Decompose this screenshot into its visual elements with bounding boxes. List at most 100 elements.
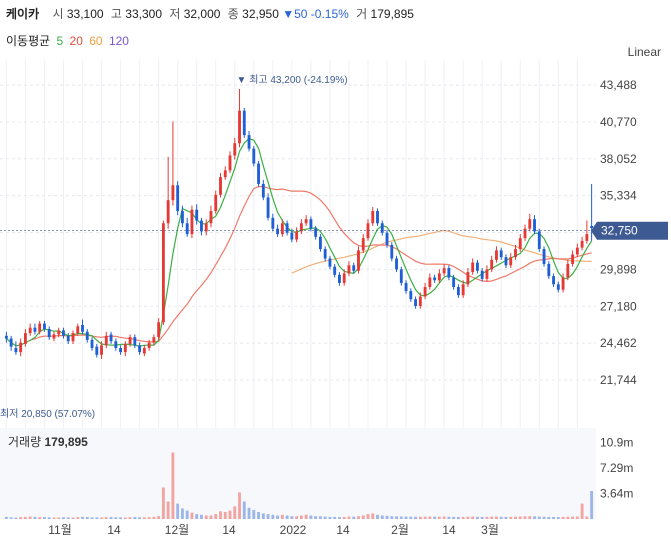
candle-body [342, 273, 346, 283]
volume-bar [304, 514, 308, 519]
volume-bar [100, 517, 103, 519]
volume-bar [418, 516, 422, 519]
ma20-line [30, 185, 592, 343]
candle-body [461, 284, 465, 296]
candle-body [38, 323, 42, 332]
volume-bar [309, 515, 313, 519]
candle-body [466, 272, 470, 285]
volume-bar [495, 516, 498, 519]
low-value: 32,000 [183, 7, 221, 21]
volume-title-label: 거래량 [8, 435, 42, 449]
volume-bar [147, 517, 151, 519]
volume-bar [266, 514, 270, 519]
candle-body [62, 330, 65, 336]
volume-bar [114, 517, 118, 519]
candle-body [376, 211, 379, 224]
candle-body [138, 345, 142, 353]
candle-body [366, 223, 370, 239]
candle-body [242, 110, 246, 136]
volume-tick-label: 10.9m [600, 436, 633, 450]
volume-bar [390, 516, 394, 519]
open-label: 시 [52, 7, 64, 21]
y-tick-label: 43,488 [600, 78, 637, 92]
volume-bar [552, 516, 555, 519]
y-tick-label: 27,180 [600, 299, 637, 313]
candle-body [285, 223, 289, 233]
candle-body [166, 200, 170, 224]
candle-body [347, 265, 351, 274]
candle-body [14, 348, 18, 353]
candle-body [518, 238, 522, 250]
x-tick-label: 14 [222, 523, 236, 537]
volume-tick-label: 3.64m [600, 487, 633, 501]
volume-bar [261, 513, 265, 519]
candle-body [318, 236, 322, 250]
candle-body [309, 219, 313, 229]
candle-body [447, 268, 451, 278]
volume-bar [47, 517, 51, 519]
volume-bar [171, 452, 175, 519]
volume-bar [366, 514, 370, 519]
high-label: 고 [110, 7, 122, 21]
candle-body [66, 335, 70, 342]
candle-body [47, 329, 51, 338]
volume-bar [547, 516, 551, 519]
volume-bar [504, 516, 508, 519]
volume-bar [352, 516, 356, 519]
volume-bar [128, 517, 132, 519]
candle-body [214, 194, 218, 212]
ma5-line [6, 137, 593, 347]
candle-body [223, 170, 227, 178]
volume-bar [71, 517, 75, 519]
candle-body [81, 324, 84, 332]
volume-bar [23, 516, 27, 519]
candle-body [499, 250, 503, 258]
candle-body [399, 269, 403, 283]
candle-body [266, 197, 270, 218]
volume-bar [371, 513, 375, 519]
x-tick-label: 2월 [391, 523, 409, 537]
volume-bar [518, 516, 522, 519]
candle-body [147, 342, 151, 349]
x-tick-label: 14 [442, 523, 456, 537]
candle-body [471, 262, 475, 273]
candle-body [580, 240, 584, 248]
candle-body [9, 338, 13, 347]
volume-bar [471, 516, 475, 519]
candle-body [418, 296, 422, 306]
volume-bar [338, 517, 341, 519]
volume-bar [447, 516, 451, 519]
candle-body [561, 277, 565, 290]
volume-bar [76, 517, 80, 519]
candle-body [228, 155, 232, 171]
x-tick-label: 11월 [48, 523, 72, 537]
low-label: 저 [169, 7, 181, 21]
volume-bar [85, 517, 89, 519]
volume-bar [280, 514, 284, 519]
candle-body [357, 250, 360, 271]
volume-bar [452, 516, 456, 519]
candle-body [261, 183, 265, 198]
y-tick-label: 21,744 [600, 373, 637, 387]
volume-bar [28, 516, 32, 519]
x-tick-label: 14 [107, 523, 121, 537]
candle-body [371, 211, 375, 224]
volume-bar [238, 492, 241, 519]
volume-bar [176, 503, 180, 519]
volume-bar [142, 517, 146, 519]
volume-bar [138, 517, 142, 519]
candle-body [390, 244, 394, 259]
volume-bar [528, 516, 532, 519]
candle-body [480, 270, 484, 279]
candle-body [585, 234, 589, 241]
volume-bar [566, 516, 570, 519]
quote-header: 케이카 시 33,100 고 33,300 저 32,000 종 32,950 … [6, 5, 414, 22]
candle-body [90, 339, 94, 349]
candle-body [485, 269, 489, 279]
candle-body [157, 322, 161, 338]
volume-bar [485, 516, 489, 519]
volume-bar [90, 517, 94, 519]
volume-bar [204, 515, 208, 519]
scale-mode-toggle[interactable]: Linear [627, 45, 661, 59]
